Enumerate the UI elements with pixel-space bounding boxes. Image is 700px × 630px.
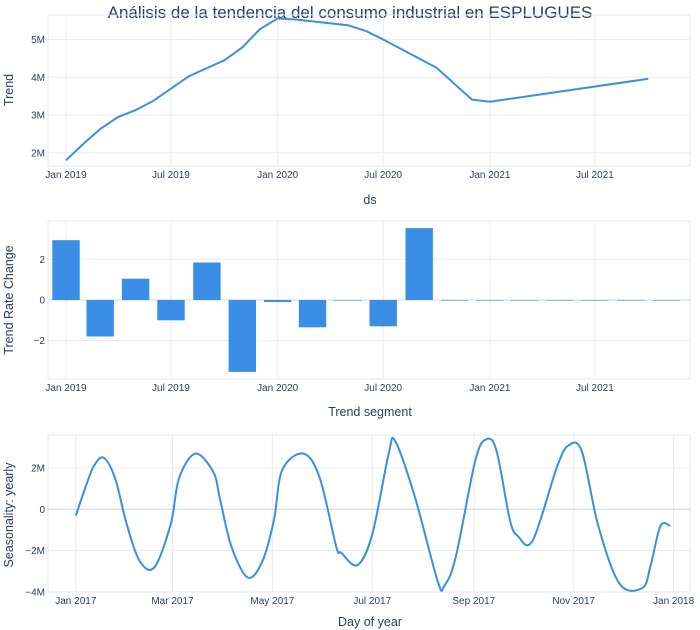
seasonality-y-ticks: −4M −2M 0 2M (25, 464, 45, 599)
trend-x-ticks: Jan 2019 Jul 2019 Jan 2020 Jul 2020 Jan 2021… (45, 170, 614, 181)
x-tick-label: Jan 2019 (45, 383, 87, 394)
x-tick-label: Sep 2017 (452, 596, 495, 607)
rate-change-bar (334, 300, 362, 301)
rate-change-y-ticks: −2 0 2 (34, 255, 46, 347)
figure-title: Análisis de la tendencia del consumo ind… (108, 3, 593, 22)
trend-x-axis-label: ds (363, 193, 376, 207)
rate-change-panel: Jan 2019 Jul 2019 Jan 2020 Jul 2020 Jan 2021… (2, 220, 691, 419)
seasonality-y-axis-label: Seasonality: yearly (2, 462, 16, 568)
x-tick-label: Jul 2020 (364, 383, 402, 394)
trend-grid (48, 15, 690, 166)
x-tick-label: Jul 2019 (152, 383, 190, 394)
rate-change-bar (581, 300, 609, 301)
trend-line (65, 17, 649, 162)
rate-change-bar (298, 300, 327, 328)
rate-change-bar (86, 300, 114, 337)
x-tick-label: Jan 2020 (257, 170, 299, 181)
x-tick-label: Jul 2021 (576, 383, 614, 394)
y-tick-label: 3M (31, 111, 45, 122)
seasonality-line (74, 436, 671, 592)
y-tick-label: 0 (39, 296, 45, 307)
rate-change-bar (510, 300, 538, 301)
rate-change-bar (545, 300, 574, 301)
trend-panel: Jan 2019 Jul 2019 Jan 2020 Jul 2020 Jan 2021… (2, 14, 691, 207)
rate-change-bar (476, 300, 504, 301)
x-tick-label: May 2017 (250, 596, 294, 607)
y-tick-label: 2M (31, 464, 45, 475)
x-tick-label: Jul 2017 (353, 596, 391, 607)
seasonality-plot-area (47, 434, 691, 593)
rate-change-x-axis-label: Trend segment (328, 405, 412, 419)
y-tick-label: 2M (31, 148, 45, 159)
rate-change-bar (157, 300, 185, 321)
rate-change-bar (617, 300, 645, 301)
x-tick-label: Jan 2018 (653, 596, 695, 607)
seasonality-x-ticks: Jan 2017 Mar 2017 May 2017 Jul 2017 Sep 2017… (55, 596, 694, 607)
y-tick-label: 4M (31, 73, 45, 84)
rate-change-bar (52, 240, 80, 300)
x-tick-label: Mar 2017 (151, 596, 194, 607)
y-tick-label: 2 (39, 255, 45, 266)
x-tick-label: Jan 2019 (45, 170, 87, 181)
rate-change-y-axis-label: Trend Rate Change (2, 245, 16, 354)
rate-change-bars (52, 228, 680, 372)
rate-change-bar (369, 300, 397, 327)
rate-change-bar (193, 262, 221, 300)
rate-change-x-ticks: Jan 2019 Jul 2019 Jan 2020 Jul 2020 Jan 2021… (45, 383, 614, 394)
y-tick-label: 0 (39, 505, 45, 516)
x-tick-label: Jul 2021 (576, 170, 614, 181)
seasonality-x-axis-label: Day of year (338, 615, 402, 629)
trend-y-ticks: 2M 3M 4M 5M (31, 35, 45, 159)
rate-change-bar (264, 300, 292, 302)
x-tick-label: Nov 2017 (552, 596, 595, 607)
y-tick-label: −4M (25, 588, 45, 599)
trend-y-axis-label: Trend (2, 74, 16, 106)
y-tick-label: −2M (25, 546, 45, 557)
x-tick-label: Jul 2019 (152, 170, 190, 181)
rate-change-bar (228, 300, 256, 372)
y-tick-label: −2 (34, 336, 46, 347)
x-tick-label: Jan 2021 (469, 170, 511, 181)
seasonality-grid (48, 435, 690, 593)
rate-change-bar (652, 300, 680, 301)
rate-change-bar (405, 228, 433, 300)
seasonality-panel: Jan 2017 Mar 2017 May 2017 Jul 2017 Sep 2017… (2, 434, 695, 629)
trend-plot-area (47, 14, 691, 167)
x-tick-label: Jan 2020 (257, 383, 299, 394)
rate-change-plot-area (47, 220, 691, 380)
x-tick-label: Jul 2020 (364, 170, 402, 181)
x-tick-label: Jan 2021 (469, 383, 511, 394)
rate-change-bar (121, 278, 150, 300)
x-tick-label: Jan 2017 (55, 596, 97, 607)
rate-change-bar (440, 300, 469, 301)
y-tick-label: 5M (31, 35, 45, 46)
